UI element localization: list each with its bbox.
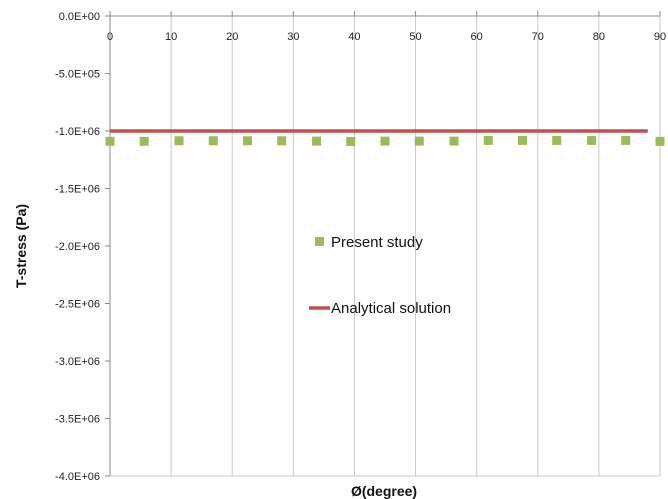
x-tick-label: 20 <box>226 31 238 43</box>
x-tick-label: 10 <box>165 31 177 43</box>
y-axis-title: T-stress (Pa) <box>13 204 29 288</box>
y-tick-label: -4.0E+06 <box>55 471 100 483</box>
axes <box>105 11 661 477</box>
grid-lines <box>170 16 661 476</box>
present-study-point <box>483 135 493 145</box>
x-tick-label: 70 <box>532 31 544 43</box>
present-study-point <box>139 136 149 146</box>
y-tick-label: -3.5E+06 <box>55 414 100 426</box>
x-tick-label: 30 <box>287 31 299 43</box>
series-layer <box>105 129 665 147</box>
legend-label-present-study: Present study <box>331 234 423 251</box>
legend-label-analytical-solution: Analytical solution <box>331 300 451 317</box>
present-study-point <box>587 135 597 145</box>
present-study-point <box>277 136 287 146</box>
present-study-point <box>449 136 459 146</box>
present-study-point <box>208 136 218 146</box>
y-tick-label: 0.0E+00 <box>59 11 100 23</box>
legend-marker-present-study <box>315 237 324 246</box>
present-study-point <box>312 136 322 146</box>
x-tick-label: 60 <box>471 31 483 43</box>
x-tick-label: 40 <box>348 31 360 43</box>
y-tick-label: -3.0E+06 <box>55 356 100 368</box>
x-tick-label: 80 <box>593 31 605 43</box>
present-study-point <box>655 136 665 146</box>
x-tick-label: 0 <box>107 31 113 43</box>
x-axis-title: Ø(degree) <box>351 483 417 499</box>
x-tick-label: 90 <box>654 31 666 43</box>
present-study-point <box>105 136 115 146</box>
present-study-point <box>621 135 631 145</box>
x-tick-labels: 0 10 20 30 40 50 60 70 80 90 <box>107 31 666 43</box>
y-tick-label: -1.0E+06 <box>55 126 100 138</box>
x-tick-label: 50 <box>409 31 421 43</box>
present-study-point <box>174 136 184 146</box>
y-tick-label: -2.5E+06 <box>55 299 100 311</box>
present-study-point <box>243 136 252 146</box>
y-tick-label: -5.0E+05 <box>55 69 100 81</box>
y-tick-labels: 0.0E+00 -5.0E+05 -1.0E+06 -1.5E+06 -2.0E+06 -… <box>55 11 100 483</box>
y-tick-label: -2.0E+06 <box>55 241 100 253</box>
legend: Present study Analytical solution <box>309 234 451 317</box>
present-study-point <box>380 136 390 146</box>
present-study-point <box>346 137 356 147</box>
present-study-point <box>414 136 424 146</box>
present-study-point <box>552 135 562 145</box>
y-tick-label: -1.5E+06 <box>55 184 100 196</box>
present-study-point <box>518 135 527 145</box>
